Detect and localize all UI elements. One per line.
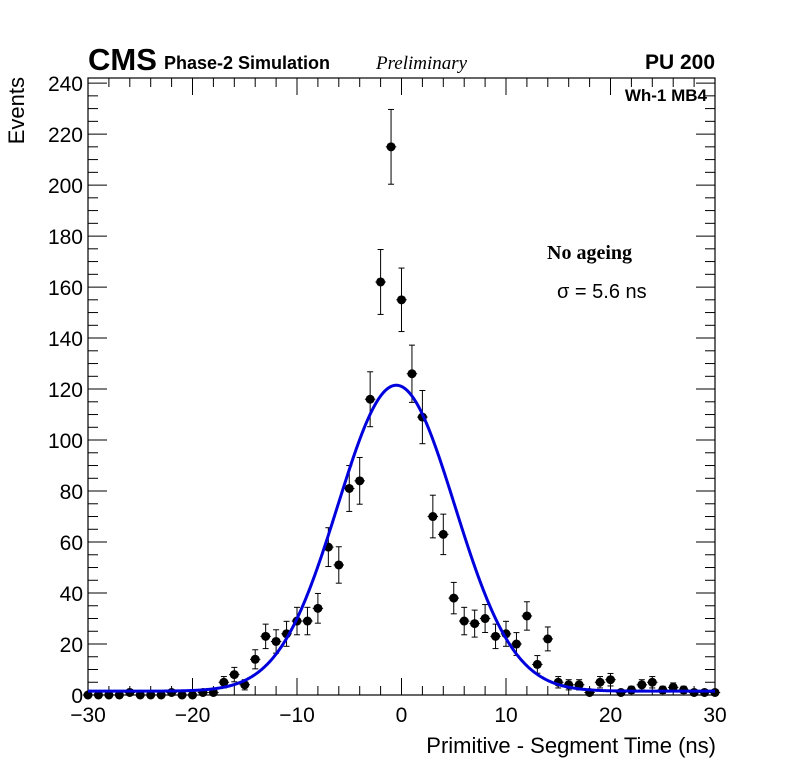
data-point [83,690,93,700]
data-point [449,593,459,603]
data-point [376,277,386,287]
data-point [104,690,114,700]
data-point [344,483,354,493]
chamber-label: Wh-1 MB4 [625,86,708,105]
axis-ticks [87,78,716,696]
x-tick-label: −30 [70,704,106,727]
data-point [397,295,406,305]
data-point [386,142,396,152]
data-point [543,634,553,644]
data-point [470,619,480,629]
data-point [135,690,145,700]
x-tick-label: 20 [599,704,622,727]
data-point [93,690,103,700]
data-point [407,369,417,379]
status-label: Preliminary [375,53,468,74]
x-tick-label: −20 [175,704,211,727]
y-tick-label: 220 [48,124,83,147]
data-point [355,476,365,486]
data-point [313,603,323,613]
x-tick-label: −10 [279,704,315,727]
data-point [114,690,124,700]
data-point [156,690,166,700]
x-tick-labels: −30 −20 −10 0 10 20 30 [70,704,726,727]
sigma-label: σ = 5.6 ns [557,281,647,303]
data-point [595,677,605,687]
y-tick-label: 160 [48,277,83,300]
y-tick-label: 100 [48,430,83,453]
data-point [229,670,239,680]
y-tick-label: 80 [60,481,83,504]
y-tick-label: 20 [60,634,83,657]
data-point [532,659,542,669]
data-point [261,631,271,641]
x-tick-label: 0 [396,704,408,727]
fit-curve-group [88,383,715,693]
subtitle-label: Phase-2 Simulation [164,53,330,73]
error-bars [82,108,721,696]
data-point [511,639,521,649]
y-tick-label: 200 [48,175,83,198]
y-tick-label: 0 [71,685,83,708]
data-point [428,512,438,522]
y-tick-label: 60 [60,532,83,555]
data-point [271,636,281,646]
data-point [668,682,678,692]
data-point [365,394,375,404]
data-point [334,560,344,570]
data-point [188,690,197,700]
data-point [647,677,657,687]
y-tick-label: 120 [48,379,83,402]
x-tick-label: 30 [703,704,726,727]
x-tick-label: 10 [494,704,517,727]
y-axis-title: Events [4,77,29,144]
data-point [480,614,490,624]
y-tick-label: 140 [48,328,83,351]
data-point [438,529,448,539]
data-point [637,680,647,690]
y-tick-label: 40 [60,583,83,606]
y-tick-label: 240 [48,73,83,96]
y-tick-label: 180 [48,226,83,249]
data-point [606,675,615,685]
data-point [459,616,469,626]
y-tick-labels: 0 20 40 60 80 100 120 140 160 180 200 220 240 [48,73,83,708]
pileup-label: PU 200 [645,51,715,74]
data-point [522,611,532,621]
data-points [83,142,720,700]
data-point [302,616,312,626]
data-point [177,690,187,700]
data-point [146,690,156,700]
experiment-label: CMS [88,42,157,77]
data-point [219,677,229,687]
x-axis-title: Primitive - Segment Time (ns) [426,733,716,758]
fit-curve [88,383,715,693]
data-point [491,631,501,641]
condition-label: No ageing [547,242,632,264]
data-point [250,654,260,664]
